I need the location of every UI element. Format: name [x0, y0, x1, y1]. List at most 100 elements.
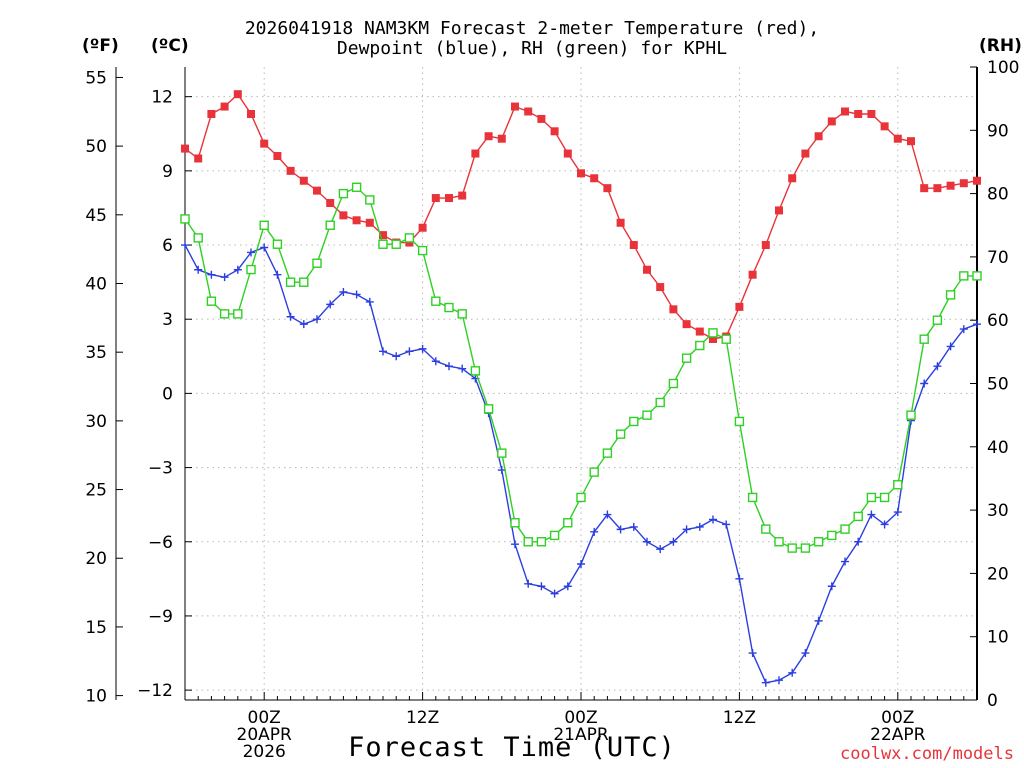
2-meter-temperature-point [497, 134, 506, 143]
relative-humidity-point [549, 530, 560, 541]
relative-humidity-point [470, 366, 481, 376]
dewpoint-point [775, 676, 783, 685]
dewpoint-point [233, 265, 242, 274]
2-meter-temperature-point [365, 218, 374, 227]
dewpoint-point [629, 522, 638, 531]
dewpoint-point [405, 347, 414, 356]
fahrenheit-tick-label: 20 [85, 549, 107, 569]
relative-humidity-point [206, 296, 217, 306]
celsius-tick-label: −3 [148, 459, 173, 479]
dewpoint-point [537, 582, 546, 591]
celsius-tick-label: 3 [162, 310, 173, 330]
dewpoint-point [220, 273, 229, 282]
2-meter-temperature-point [577, 169, 585, 178]
dewpoint-point [656, 545, 665, 554]
relative-humidity-point [589, 467, 599, 477]
relative-humidity-point [378, 239, 388, 249]
2-meter-temperature-point [286, 166, 295, 175]
relative-humidity-point [866, 492, 877, 503]
relative-humidity-point [668, 378, 679, 389]
x-axis-label: Forecast Time (UTC) [348, 732, 676, 763]
relative-humidity-point [233, 309, 243, 319]
2-meter-temperature-point [590, 174, 599, 183]
dewpoint-point [524, 579, 533, 588]
2-meter-temperature-point [629, 241, 638, 250]
x-tick-label: 12Z [406, 708, 439, 728]
dewpoint-point [418, 344, 427, 353]
relative-humidity-point [602, 448, 613, 458]
series-layer [180, 90, 982, 687]
2-meter-temperature-point [788, 174, 797, 183]
x-tick-label: 00Z [248, 708, 281, 728]
2-meter-temperature-point [484, 132, 493, 141]
dewpoint-point [577, 560, 585, 569]
relative-humidity-point [193, 233, 203, 243]
relative-humidity-point [800, 543, 811, 553]
relative-humidity-point [246, 264, 256, 275]
dewpoint-point [973, 320, 981, 329]
dewpoint-point [194, 265, 203, 274]
relative-humidity-point [721, 334, 731, 344]
2-meter-temperature-point [973, 176, 981, 185]
relative-humidity-point [695, 340, 705, 351]
dewpoint-point [286, 312, 295, 321]
2-meter-temperature-point [907, 137, 915, 146]
relative-humidity-point [959, 271, 969, 281]
fahrenheit-unit-label: (ºF) [82, 36, 119, 56]
dewpoint-point [867, 510, 876, 519]
dewpoint-point [788, 668, 797, 677]
x-tick-label: 00Z [564, 708, 597, 728]
2-meter-temperature-point [920, 184, 929, 193]
relative-humidity-point [444, 302, 454, 313]
relative-humidity-point [893, 480, 903, 490]
dewpoint-point [458, 364, 467, 373]
dewpoint-point [590, 527, 599, 536]
relative-humidity-point [510, 518, 520, 528]
2-meter-temperature-point [379, 231, 387, 240]
2-meter-temperature-point [669, 305, 678, 314]
relative-humidity-point [536, 537, 547, 547]
dewpoint-point [722, 520, 731, 529]
dewpoint-point [339, 288, 348, 297]
dewpoint-point [801, 649, 810, 658]
relative-humidity-point [840, 524, 850, 534]
chart-title-line-2: Dewpoint (blue), RH (green) for KPHL [336, 38, 728, 59]
2-meter-temperature-point [695, 327, 704, 336]
x-tick-label: 00Z [881, 708, 914, 728]
2-meter-temperature-point [775, 206, 783, 215]
dewpoint-point [643, 537, 651, 546]
rh-tick-label: 10 [987, 628, 1009, 648]
2-meter-temperature-point [220, 102, 229, 111]
celsius-tick-label: 6 [162, 236, 173, 256]
relative-humidity-point [787, 543, 797, 553]
dewpoint-point [616, 525, 625, 534]
dewpoint-point [392, 352, 401, 361]
celsius-tick-label: −9 [148, 607, 173, 627]
relative-humidity-point [655, 397, 665, 408]
2-meter-temperature-point [181, 144, 189, 153]
rh-tick-label: 100 [987, 58, 1019, 78]
relative-humidity-point [945, 290, 956, 300]
2-meter-temperature-point [933, 184, 942, 193]
2-meter-temperature-point [273, 152, 282, 161]
2-meter-temperature-point [247, 109, 255, 118]
dewpoint-point [682, 525, 691, 534]
dewpoint-point [550, 589, 559, 598]
relative-humidity-point [272, 239, 283, 249]
relative-humidity-point [774, 537, 784, 547]
relative-humidity-point [219, 309, 230, 319]
credit-link[interactable]: coolwx.com/models [840, 744, 1014, 764]
relative-humidity-point [813, 537, 824, 547]
2-meter-temperature-point [643, 265, 651, 274]
x-tick-label: 22APR [870, 725, 926, 745]
fahrenheit-tick-label: 45 [85, 206, 107, 226]
2-meter-temperature-point [207, 109, 216, 118]
2-meter-temperature-point [537, 114, 546, 123]
dewpoint-point [695, 522, 704, 531]
dewpoint-point [748, 649, 757, 658]
2-meter-temperature-point [313, 186, 321, 195]
2-meter-temperature-point [603, 184, 612, 193]
dewpoint-point [299, 320, 308, 329]
2-meter-temperature-point [827, 117, 836, 126]
2-meter-temperature-point [867, 109, 876, 118]
